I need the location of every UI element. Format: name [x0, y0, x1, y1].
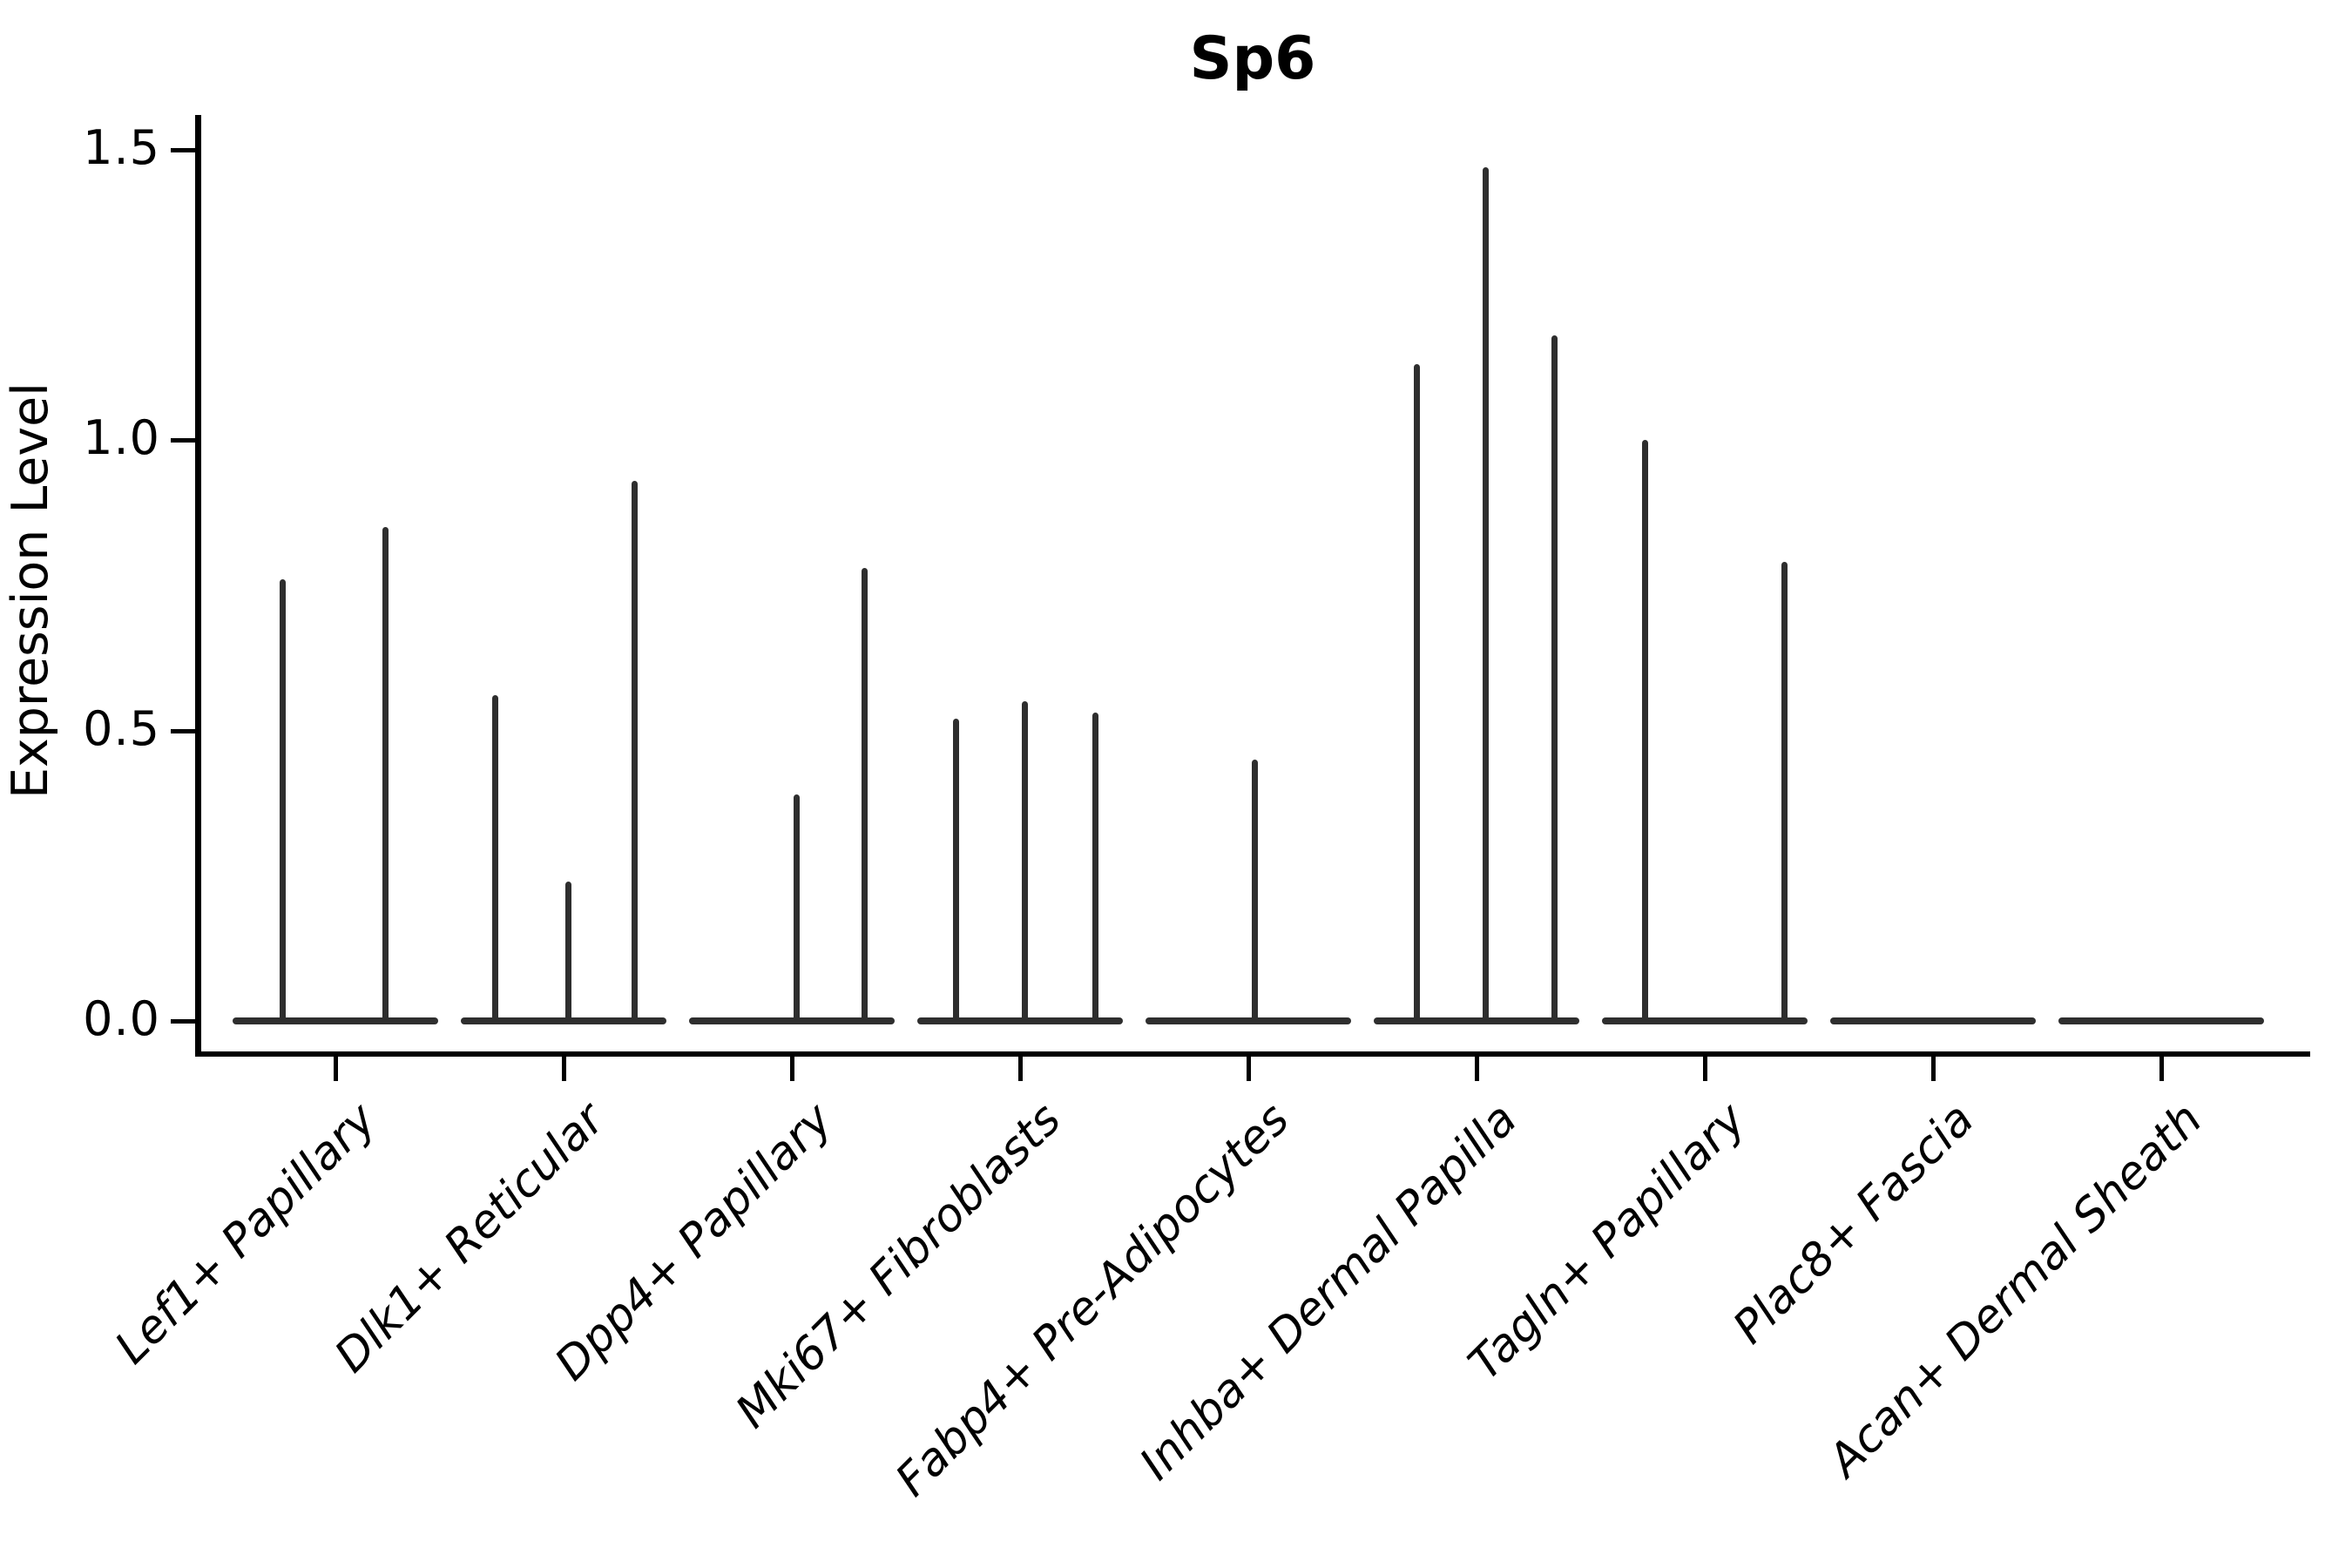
violin-spike [793, 794, 800, 1021]
violin-spike [1252, 759, 1259, 1021]
y-tick-label: 1.5 [83, 119, 160, 175]
violin-baseline [689, 1017, 895, 1024]
x-tick-mark [1247, 1057, 1251, 1081]
violin-spike [1092, 713, 1098, 1021]
x-tick-label: Plac8+ Fascia [1723, 1093, 1984, 1355]
violin-spike [953, 719, 960, 1021]
x-axis-spine [195, 1051, 2310, 1057]
x-tick-mark [1475, 1057, 1479, 1081]
y-axis-spine [195, 115, 201, 1057]
violin-spike [1021, 701, 1028, 1021]
x-tick-label: Inhba+ Dermal Papilla [1130, 1093, 1528, 1490]
x-tick-label: Acan+ Dermal Sheath [1818, 1093, 2213, 1487]
x-tick-mark [2159, 1057, 2164, 1081]
x-tick-mark [334, 1057, 338, 1081]
violin-baseline [461, 1017, 666, 1024]
violin-spike [1414, 364, 1421, 1021]
y-tick-label: 1.0 [83, 409, 160, 465]
x-tick-mark [1931, 1057, 1936, 1081]
violin-spike [280, 579, 287, 1021]
y-tick-mark [171, 438, 195, 443]
violin-spike [631, 480, 638, 1021]
violin-baseline [1374, 1017, 1579, 1024]
violin-baseline [1146, 1017, 1351, 1024]
y-tick-mark [171, 728, 195, 733]
violin-spike [1781, 562, 1788, 1021]
violin-spike [1482, 166, 1489, 1021]
y-tick-label: 0.5 [83, 700, 160, 756]
violin-spike [564, 881, 571, 1021]
x-tick-label: Fabp4+ Pre-Adipocytes [885, 1093, 1300, 1507]
x-tick-mark [1018, 1057, 1023, 1081]
x-tick-mark [562, 1057, 566, 1081]
x-tick-mark [790, 1057, 794, 1081]
violin-spike [1642, 440, 1649, 1021]
chart-title: Sp6 [1189, 24, 1316, 93]
violin-baseline [1602, 1017, 1808, 1024]
violin-baseline [1830, 1017, 2036, 1024]
y-tick-mark [171, 1019, 195, 1024]
violin-spike [491, 695, 498, 1021]
violin-baseline [2058, 1017, 2264, 1024]
y-tick-label: 0.0 [83, 990, 160, 1046]
violin-spike [862, 567, 868, 1021]
violin-baseline [233, 1017, 438, 1024]
y-tick-mark [171, 147, 195, 152]
violin-baseline [917, 1017, 1123, 1024]
violin-spike [1551, 335, 1558, 1021]
violin-spike [382, 527, 389, 1021]
x-tick-mark [1703, 1057, 1707, 1081]
y-axis-label: Expression Level [2, 382, 59, 799]
